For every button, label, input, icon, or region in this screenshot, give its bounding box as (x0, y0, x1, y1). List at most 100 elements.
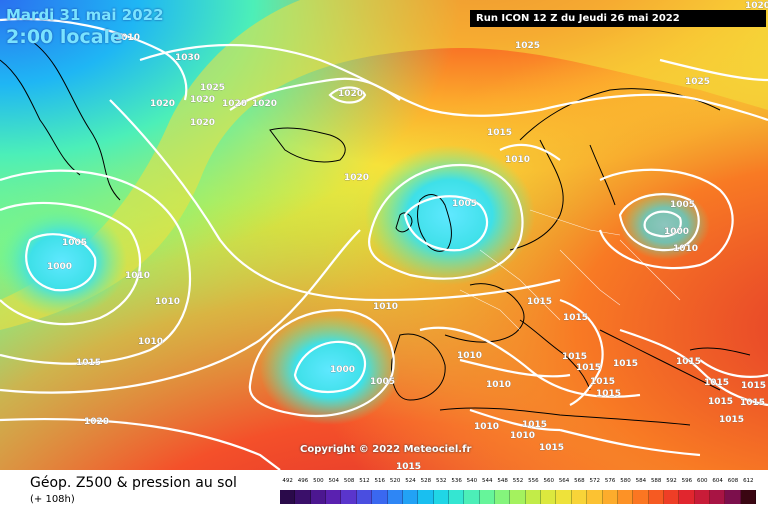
isobar-label: 1015 (741, 381, 766, 391)
isobar-label: 1015 (563, 313, 588, 323)
isobar-label: 1015 (596, 389, 621, 399)
model-run-banner: Run ICON 12 Z du Jeudi 26 mai 2022 (470, 10, 766, 27)
scale-swatch (694, 490, 711, 504)
isobar-label: 1020 (344, 173, 369, 183)
color-scale-labels: 492 496 500 504 508 512 516 520 524 528 532 536 540 5… (280, 478, 756, 488)
scale-swatch (310, 490, 327, 504)
isobar-label: 1020 (190, 95, 215, 105)
isobar-label: 1005 (370, 377, 395, 387)
weather-map: 1010 1030 1025 1020 1020 1020 1020 1020 1020 1025… (0, 0, 768, 470)
scale-swatch (448, 490, 465, 504)
isobar-label: 1010 (673, 244, 698, 254)
scale-swatch (571, 490, 588, 504)
scale-swatch (341, 490, 357, 504)
scale-label: 548 (497, 478, 508, 484)
isobar-label: 1010 (505, 155, 530, 165)
isobar-label: 1015 (527, 297, 552, 307)
scale-label: 596 (681, 478, 693, 484)
lead-time: (+ 108h) (30, 494, 75, 505)
isobar-label: 1010 (474, 422, 499, 432)
scale-swatch (525, 490, 542, 504)
isobar-label: 1005 (670, 200, 695, 210)
isobar-label: 1025 (200, 83, 225, 93)
scale-label: 544 (482, 478, 493, 484)
product-title: Géop. Z500 & pression au sol (30, 475, 237, 491)
scale-label: 512 (359, 478, 370, 484)
isobar-label: 1015 (76, 358, 101, 368)
scale-label: 604 (712, 478, 723, 484)
scale-label: 532 (435, 478, 447, 484)
isobar-label: 1015 (487, 128, 512, 138)
isobar-label: 1000 (664, 227, 689, 237)
scale-swatch (740, 490, 757, 504)
scale-swatch (617, 490, 634, 504)
forecast-time: 2:00 locale (6, 26, 123, 48)
isobar-label: 1030 (175, 53, 200, 63)
isobar-label: 1020 (252, 99, 277, 109)
scale-label: 540 (466, 478, 478, 484)
scale-label: 568 (574, 478, 585, 484)
color-scale-bar (280, 490, 757, 504)
isobar-label: 1015 (708, 397, 733, 407)
low-pressure-iberia (260, 315, 400, 425)
isobar-label: 1005 (452, 199, 477, 209)
scale-label: 520 (389, 478, 401, 484)
isobar-label: 1015 (562, 352, 587, 362)
scale-label: 580 (620, 478, 631, 484)
scale-label: 500 (313, 478, 324, 484)
scale-label: 576 (604, 478, 616, 484)
scale-label: 556 (528, 478, 539, 484)
isobar-label: 1015 (613, 359, 638, 369)
isobar-label: 1015 (740, 398, 765, 408)
isobar-label: 1015 (704, 378, 729, 388)
scale-swatch (648, 490, 664, 504)
isobar-label: 1015 (676, 357, 701, 367)
scale-label: 496 (297, 478, 309, 484)
scale-swatch (356, 490, 373, 504)
scale-swatch (587, 490, 603, 504)
scale-swatch (602, 490, 618, 504)
scale-label: 588 (650, 478, 662, 484)
scale-swatch (633, 490, 649, 504)
scale-label: 528 (420, 478, 432, 484)
copyright-text: Copyright © 2022 Meteociel.fr (300, 444, 472, 455)
scale-swatch (725, 490, 741, 504)
scale-label: 508 (343, 478, 355, 484)
scale-swatch (541, 490, 557, 504)
isobar-label: 1015 (590, 377, 615, 387)
scale-label: 608 (727, 478, 739, 484)
scale-label: 552 (512, 478, 524, 484)
scale-swatch (280, 490, 296, 504)
scale-label: 572 (589, 478, 601, 484)
isobars (0, 17, 768, 470)
scale-swatch (372, 490, 388, 504)
scale-swatch (464, 490, 480, 504)
isobar-label: 1010 (138, 337, 163, 347)
scale-swatch (387, 490, 403, 504)
scale-swatch (663, 490, 680, 504)
isobar-label: 1020 (338, 89, 363, 99)
scale-swatch (295, 490, 311, 504)
isobar-label: 1015 (719, 415, 744, 425)
isobar-label: 1000 (330, 365, 355, 375)
isobar-label: 1000 (47, 262, 72, 272)
scale-label: 516 (374, 478, 386, 484)
isobar-label: 1005 (62, 238, 87, 248)
isobar-label: 1025 (685, 77, 710, 87)
scale-label: 492 (282, 478, 293, 484)
isobar-label: 1010 (155, 297, 180, 307)
isobar-label: 1020 (190, 118, 215, 128)
isobar-label: 1010 (125, 271, 150, 281)
isobar-label: 1015 (522, 420, 547, 430)
scale-swatch (556, 490, 572, 504)
isobar-label: 1015 (539, 443, 564, 453)
low-pressure-atlantic (0, 207, 127, 317)
isobar-label: 1010 (115, 33, 140, 43)
scale-swatch (510, 490, 526, 504)
scale-swatch (495, 490, 511, 504)
scale-label: 564 (558, 478, 570, 484)
isobar-label: 1025 (515, 41, 540, 51)
isobar-label: 1020 (150, 99, 175, 109)
scale-swatch (418, 490, 434, 504)
isobar-label: 1020 (745, 1, 768, 11)
